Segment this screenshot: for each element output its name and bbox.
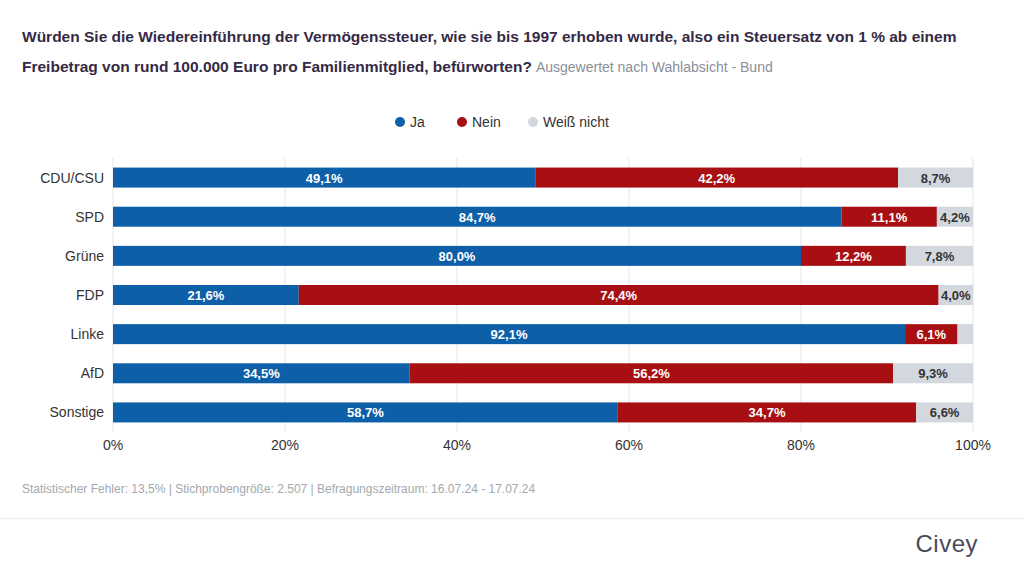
tick-label: 40%: [443, 437, 471, 453]
bar-segment: [113, 363, 410, 383]
footer-band: [0, 518, 1024, 576]
category-label: CDU/CSU: [40, 170, 104, 186]
subtitle: Ausgewertet nach Wahlabsicht - Bund: [536, 59, 773, 75]
bar-segment: [299, 285, 939, 305]
data-label: 34,7%: [749, 405, 786, 420]
category-label: Sonstige: [50, 404, 105, 420]
bar-segment: [893, 363, 973, 383]
bar-segment: [841, 207, 936, 227]
footnote: Statistischer Fehler: 13,5% | Stichprobe…: [22, 482, 535, 496]
header: Würden Sie die Wiedereinführung der Verm…: [22, 22, 1007, 82]
bar-segment: [801, 246, 906, 266]
tick-label: 80%: [787, 437, 815, 453]
bar-segment: [113, 324, 905, 344]
category-label: Linke: [71, 326, 105, 342]
brand: Civey: [915, 530, 978, 558]
legend-label: Nein: [472, 114, 501, 130]
bar-segment: [937, 207, 973, 227]
data-label: 4,2%: [940, 210, 970, 225]
bar-segment: [113, 207, 841, 227]
data-label: 74,4%: [600, 288, 637, 303]
data-label: 56,2%: [633, 366, 670, 381]
legend: Ja Nein Weiß nicht: [395, 114, 609, 130]
data-label: 84,7%: [459, 210, 496, 225]
bar-segment: [916, 402, 973, 422]
bar-segment: [113, 402, 618, 422]
bar-segment: [618, 402, 916, 422]
category-label: AfD: [81, 365, 104, 381]
data-label: 92,1%: [491, 327, 528, 342]
bars: [113, 168, 973, 423]
data-label: 58,7%: [347, 405, 384, 420]
data-label: 21,6%: [187, 288, 224, 303]
bar-segment: [906, 246, 973, 266]
data-label: 11,1%: [871, 210, 908, 225]
legend-label: Weiß nicht: [543, 114, 609, 130]
tick-label: 0%: [103, 437, 123, 453]
tick-label: 20%: [271, 437, 299, 453]
bar-segment: [113, 246, 801, 266]
category-label: Grüne: [65, 248, 104, 264]
data-labels: 49,1% 42,2% 8,7% 84,7% 11,1% 4,2% 80,0% 12,2% 7,…: [187, 171, 971, 421]
data-label: 42,2%: [698, 171, 735, 186]
title: Würden Sie die Wiedereinführung der Verm…: [22, 28, 956, 75]
bar-segment: [939, 285, 973, 305]
legend-label: Ja: [410, 114, 425, 130]
data-label: 9,3%: [918, 366, 948, 381]
data-label: 12,2%: [835, 249, 872, 264]
tick-label: 100%: [955, 437, 991, 453]
category-label: FDP: [76, 287, 104, 303]
legend-marker: [528, 117, 538, 127]
bar-segment: [113, 285, 299, 305]
data-label: 8,7%: [921, 171, 951, 186]
data-label: 49,1%: [306, 171, 343, 186]
data-label: 80,0%: [439, 249, 476, 264]
category-label: SPD: [75, 209, 104, 225]
bar-segment: [535, 168, 898, 188]
data-label: 34,5%: [243, 366, 280, 381]
data-label: 4,0%: [941, 288, 971, 303]
tick-label: 60%: [615, 437, 643, 453]
data-label: 7,8%: [925, 249, 955, 264]
data-label: 6,6%: [930, 405, 960, 420]
legend-marker: [457, 117, 467, 127]
bar-segment: [410, 363, 893, 383]
bar-segment: [958, 324, 973, 344]
legend-marker: [395, 117, 405, 127]
bar-segment: [113, 168, 535, 188]
data-label: 6,1%: [916, 327, 946, 342]
bar-segment: [905, 324, 957, 344]
bar-segment: [898, 168, 973, 188]
